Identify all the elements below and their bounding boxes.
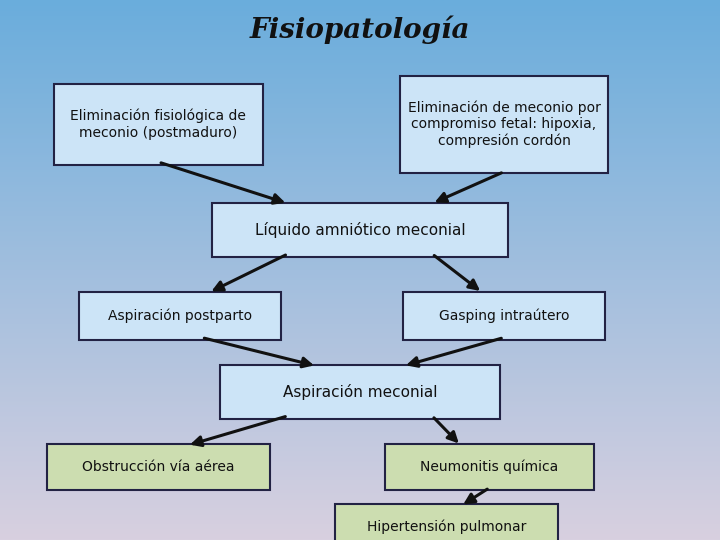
Text: Fisiopatología: Fisiopatología — [250, 16, 470, 44]
FancyBboxPatch shape — [335, 503, 558, 540]
Text: Eliminación fisiológica de
meconio (postmaduro): Eliminación fisiológica de meconio (post… — [71, 109, 246, 139]
Text: Eliminación de meconio por
compromiso fetal: hipoxia,
compresión cordón: Eliminación de meconio por compromiso fe… — [408, 100, 600, 148]
Text: Aspiración meconial: Aspiración meconial — [283, 383, 437, 400]
Text: Hipertensión pulmonar: Hipertensión pulmonar — [366, 519, 526, 534]
Text: Gasping intraútero: Gasping intraútero — [438, 309, 570, 323]
Text: Neumonitis química: Neumonitis química — [420, 460, 559, 474]
FancyBboxPatch shape — [47, 444, 270, 490]
Text: Aspiración postparto: Aspiración postparto — [108, 309, 252, 323]
FancyBboxPatch shape — [79, 292, 281, 340]
Text: Obstrucción vía aérea: Obstrucción vía aérea — [82, 460, 235, 474]
FancyBboxPatch shape — [212, 202, 508, 256]
Text: Líquido amniótico meconial: Líquido amniótico meconial — [255, 221, 465, 238]
FancyBboxPatch shape — [54, 84, 263, 165]
FancyBboxPatch shape — [400, 76, 608, 173]
FancyBboxPatch shape — [220, 364, 500, 418]
FancyBboxPatch shape — [385, 444, 594, 490]
FancyBboxPatch shape — [403, 292, 605, 340]
